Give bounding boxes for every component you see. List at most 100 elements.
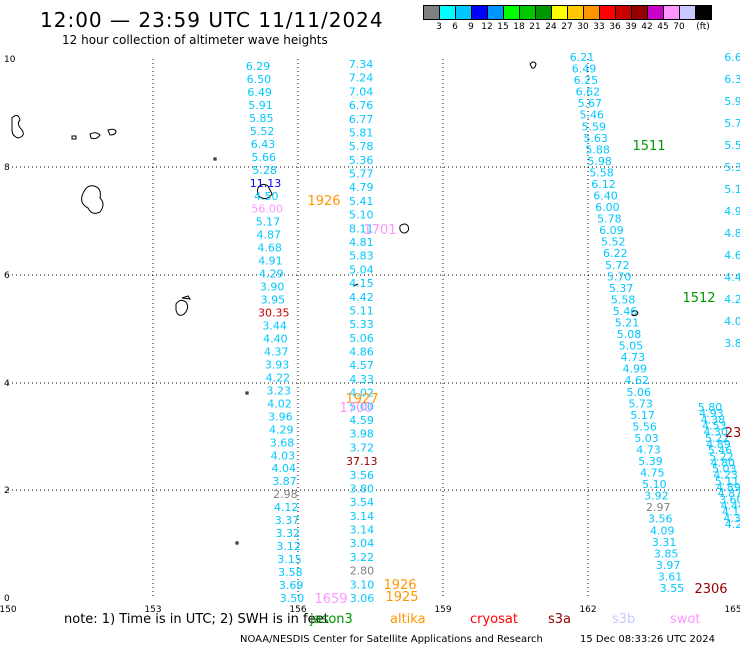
island-outline (107, 128, 117, 136)
wave-height-label: 5.41 (349, 195, 374, 208)
wave-height-label: 3.96 (268, 410, 293, 423)
wave-height-label: 6.62 (576, 86, 601, 99)
wave-height-label: 5.73 (628, 397, 653, 410)
wave-height-label: 5.70 (607, 270, 632, 283)
wave-height-label: 3.37 (275, 514, 300, 527)
wave-height-label: 4.68 (257, 242, 282, 255)
wave-height-label: 5.52 (601, 236, 626, 249)
wave-height-label: 5.3 (724, 161, 740, 174)
wave-height-label: 4.59 (349, 414, 374, 427)
wave-height-label: 5.9 (724, 95, 740, 108)
wave-height-label: 4.25 (725, 518, 740, 531)
wave-height-label: 6.49 (247, 86, 272, 99)
wave-height-label: 7.24 (349, 72, 374, 85)
wave-height-label: 7.34 (349, 58, 374, 71)
wave-height-label: 6.43 (251, 138, 276, 151)
wave-height-label: 5.91 (248, 99, 273, 112)
wave-height-label: 4.57 (349, 359, 374, 372)
wave-height-label: 4.15 (349, 277, 374, 290)
wave-height-label: 3.14 (350, 510, 375, 523)
wave-height-label: 4.87 (718, 487, 740, 500)
wave-height-label: 4.73 (636, 443, 661, 456)
wave-height-label: 7.04 (349, 85, 374, 98)
wave-height-label: 4.73 (621, 351, 646, 364)
wave-height-label: 2.97 (646, 501, 671, 514)
wave-height-label: 2.80 (350, 565, 375, 578)
legend-item: jason3 (310, 612, 353, 627)
legend-item: altika (390, 612, 426, 627)
wave-height-label: 4.89 (706, 438, 731, 451)
wave-height-label: 6.00 (595, 201, 620, 214)
wave-height-label: 4.30 (703, 426, 728, 439)
wave-height-label: 5.21 (615, 317, 640, 330)
lat-lon-grid: 150 153 156 159 162 165 0 2 4 6 8 10 (0, 55, 740, 615)
wave-height-label: 3.56 (648, 513, 673, 526)
wave-height-label: 5.66 (252, 151, 277, 164)
island-outline (529, 61, 537, 69)
wave-height-label: 5.5 (724, 139, 740, 152)
wave-height-label: 4.2 (724, 293, 740, 306)
wave-height-label: 6.29 (246, 60, 271, 73)
pass-time-label: 1512 (682, 291, 715, 306)
wave-height-label: 5.06 (626, 386, 651, 399)
wave-height-label: 4.04 (271, 462, 296, 475)
wave-height-label: 4.09 (650, 524, 675, 537)
wave-height-label: 3.93 (265, 358, 290, 371)
wave-height-label: 6.77 (349, 113, 374, 126)
wave-height-label: 5.04 (349, 263, 374, 276)
island-outline (631, 310, 639, 317)
wave-height-label: 4.23 (713, 469, 738, 482)
color-scale-tick: 45 (657, 22, 669, 32)
wave-height-label: 4.62 (625, 374, 650, 387)
wave-height-label: 3.98 (349, 428, 374, 441)
wave-height-label: 3.80 (350, 482, 375, 495)
y-axis-tick: 10 (4, 55, 16, 65)
map-title: 12:00 — 23:59 UTC 11/11/2024 (40, 8, 384, 32)
y-axis-tick: 6 (4, 271, 10, 281)
wave-height-label: 37.13 (346, 455, 378, 468)
wave-height-label: 4.42 (349, 291, 374, 304)
wave-height-label: 5.83 (349, 250, 374, 263)
wave-height-label: 56.00 (251, 203, 283, 216)
y-axis-tick: 8 (4, 163, 10, 173)
color-scale-tick: 70 (673, 22, 685, 32)
wave-height-label: 5.06 (349, 332, 374, 345)
wave-height-label: 3.60 (719, 493, 740, 506)
island-outline (175, 299, 189, 316)
wave-height-label: 5.17 (630, 409, 655, 422)
wave-height-label: 4.6 (724, 249, 740, 262)
wave-height-label: 5.78 (597, 213, 622, 226)
footer-credit: NOAA/NESDIS Center for Satellite Applica… (240, 634, 543, 645)
wave-height-label: 3.31 (652, 536, 677, 549)
wave-height-label: 5.17 (256, 216, 281, 229)
island-outline (213, 157, 217, 161)
legend-item: s3b (612, 612, 636, 627)
color-scale-tick: 39 (625, 22, 637, 32)
wave-height-label: 5.22 (709, 450, 734, 463)
wave-height-label: 4.17 (722, 506, 740, 519)
wave-height-label: 4.02 (267, 397, 292, 410)
wave-height-label: 3.04 (350, 537, 375, 550)
wave-height-label: 5.58 (611, 293, 636, 306)
island-outline (89, 132, 101, 140)
legend-item: swot (670, 612, 701, 627)
wave-height-label: 3.68 (270, 436, 295, 449)
island-outline (257, 183, 273, 199)
x-axis-tick: 150 (0, 605, 17, 615)
wave-height-label: 3.10 (350, 578, 375, 591)
color-scale-tick: 24 (545, 22, 557, 32)
island-outline (71, 135, 77, 140)
wave-height-label: 5.03 (712, 463, 737, 476)
color-scale-tick: (ft) (696, 22, 710, 32)
satellite-pass-labels: 1926170115111512192717002316591926192523… (307, 139, 740, 607)
color-scale-tick: 27 (561, 22, 573, 32)
x-axis-tick: 156 (289, 605, 306, 615)
wave-height-label: 4.38 (701, 413, 726, 426)
wave-height-tracks: 6.296.506.495.915.855.526.435.665.2811.1… (246, 51, 740, 605)
wave-height-label: 6.09 (599, 224, 624, 237)
wave-height-label: 3.14 (350, 524, 375, 537)
wave-height-label: 2.98 (273, 488, 298, 501)
wave-height-label: 3.15 (277, 553, 302, 566)
color-scale-tick: 3 (436, 22, 442, 32)
wave-height-label: 3.69 (279, 579, 304, 592)
